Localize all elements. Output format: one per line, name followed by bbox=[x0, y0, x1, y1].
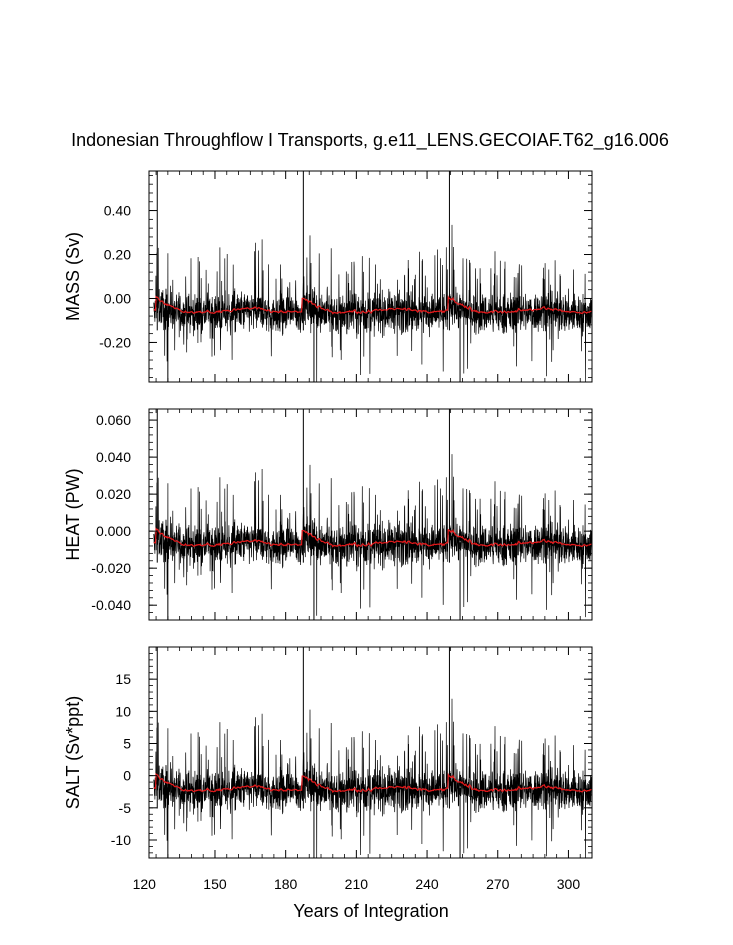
salt-ylabel: SALT (Sv*ppt) bbox=[63, 696, 83, 809]
mass-running-mean-line bbox=[153, 294, 592, 315]
heat-ytick-label-2: 0.020 bbox=[96, 486, 131, 502]
salt-ytick-label-2: 5 bbox=[123, 735, 131, 751]
salt-ytick-label-1: 10 bbox=[115, 703, 131, 719]
mass-ytick-label-1: 0.20 bbox=[104, 247, 131, 263]
salt-frame bbox=[148, 646, 593, 859]
salt-ytick-label-3: 0 bbox=[123, 768, 131, 784]
x-axis-title: Years of Integration bbox=[293, 901, 448, 921]
salt-running-mean-line bbox=[153, 772, 592, 794]
xtick-label-3: 210 bbox=[345, 876, 369, 892]
panel-heat: 0.060 0.040 0.020 0.000 -0.020 -0.040 HEAT (PW… bbox=[63, 408, 593, 621]
panel-mass: 0.40 0.20 0.00 -0.20 MASS (Sv) bbox=[63, 170, 593, 383]
mass-monthly-line bbox=[153, 224, 592, 382]
salt-ytick-label-0: 15 bbox=[115, 671, 131, 687]
xtick-label-5: 270 bbox=[486, 876, 510, 892]
panels-group: 0.40 0.20 0.00 -0.20 MASS (Sv) 0.060 0.040 0.02… bbox=[63, 170, 593, 892]
salt-ytick-label-4: -5 bbox=[119, 800, 132, 816]
xtick-label-2: 180 bbox=[274, 876, 298, 892]
xtick-label-4: 240 bbox=[415, 876, 439, 892]
heat-monthly-line bbox=[153, 454, 592, 618]
mass-ytick-label-2: 0.00 bbox=[104, 290, 131, 306]
chart-title: Indonesian Throughflow I Transports, g.e… bbox=[71, 130, 669, 151]
salt-ytick-label-5: -10 bbox=[111, 832, 131, 848]
mass-ylabel: MASS (Sv) bbox=[63, 232, 83, 321]
heat-frame bbox=[148, 408, 593, 621]
heat-ylabel: HEAT (PW) bbox=[63, 468, 83, 560]
xtick-label-6: 300 bbox=[557, 876, 581, 892]
mass-frame bbox=[148, 170, 593, 383]
heat-ytick-label-1: 0.040 bbox=[96, 449, 131, 465]
salt-monthly-line bbox=[153, 698, 592, 858]
mass-ytick-label-0: 0.40 bbox=[104, 203, 131, 219]
heat-ytick-label-0: 0.060 bbox=[96, 412, 131, 428]
heat-running-mean-line bbox=[153, 527, 592, 548]
heat-ytick-label-4: -0.020 bbox=[91, 560, 131, 576]
heat-ytick-label-5: -0.040 bbox=[91, 597, 131, 613]
xtick-label-0: 120 bbox=[133, 876, 157, 892]
mass-ytick-label-3: -0.20 bbox=[99, 334, 131, 350]
panel-salt: 15 10 5 0 -5 -10 SALT (Sv*ppt) bbox=[63, 646, 593, 859]
heat-ytick-label-3: 0.000 bbox=[96, 523, 131, 539]
xtick-label-1: 150 bbox=[203, 876, 227, 892]
